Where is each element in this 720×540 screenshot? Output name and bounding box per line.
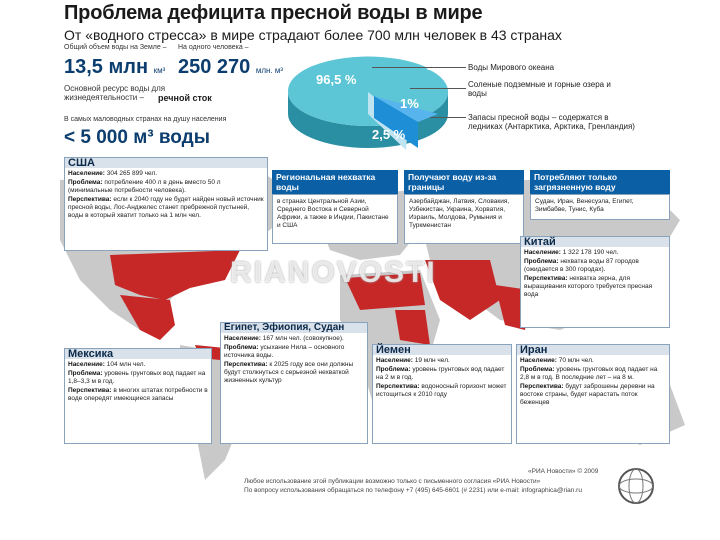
page-title: Проблема дефицита пресной воды в мире: [64, 2, 483, 24]
category-polluted: Потребляют только загрязненную воду Суда…: [530, 170, 670, 220]
usa-population: Население: 304 265 899 чел.: [68, 170, 158, 177]
china-outlook: Перспектива: нехватка зерна, для выращив…: [524, 275, 653, 298]
category-regional-title: Региональная нехватка воды: [272, 170, 398, 194]
china-problem: Проблема: нехватка воды 87 городов (ожид…: [524, 258, 639, 273]
yemen-box: Йемен Население: 19 млн чел. Проблема: у…: [372, 344, 512, 444]
pie-slice-fresh: [374, 96, 418, 148]
map-sudan: [395, 310, 430, 345]
per-person-value: 250 270 млн. м³: [178, 56, 283, 79]
category-imported-title: Получают воду из-за границы: [404, 170, 524, 194]
yemen-population: Население: 19 млн чел.: [376, 357, 450, 364]
map-mexico: [120, 295, 175, 340]
usa-problem: Проблема: потребление 400 л в день вмест…: [68, 179, 221, 194]
min-water-unit: воды: [158, 127, 210, 148]
china-box: Китай Население: 1 322 178 190 чел. Проб…: [520, 236, 670, 328]
mexico-problem: Проблема: уровень грунтовых вод падает н…: [68, 370, 206, 385]
legend-saline: Соленые подземные и горные озера и воды: [468, 80, 611, 98]
legend-ocean: Воды Мирового океана: [468, 63, 555, 72]
watermark: RIANOVOSTI: [230, 256, 437, 289]
page-subtitle: От «водного стресса» в мире страдают бол…: [64, 27, 562, 43]
egypt-problem: Проблема: усыхание Нила – основного исто…: [224, 344, 345, 359]
footer-line-2: По вопросу использования обращаться по т…: [244, 487, 582, 494]
category-imported: Получают воду из-за границы Азербайджан,…: [404, 170, 524, 244]
iran-outlook: Перспектива: будут заброшены деревни на …: [520, 383, 655, 406]
per-person-label: На одного человека –: [178, 44, 249, 51]
pie-label-saline: 1%: [400, 96, 419, 111]
egypt-title: Египет, Эфиопия, Судан: [221, 323, 367, 333]
yemen-outlook: Перспектива: водоносный горизонт может и…: [376, 383, 507, 398]
mexico-outlook: Перспектива: в многих штатах потребности…: [68, 387, 208, 402]
resource-bold: речной сток: [158, 93, 212, 103]
category-regional-text: в странах Центральной Азии, Среднего Вос…: [272, 194, 398, 244]
usa-title: США: [65, 158, 267, 169]
legend-line-saline: [410, 88, 466, 89]
egypt-box: Египет, Эфиопия, Судан Население: 167 мл…: [220, 322, 368, 444]
iran-title: Иран: [517, 345, 669, 356]
pie-slice-fresh-top: [374, 96, 438, 122]
category-imported-text: Азербайджан, Латвия, Словакия, Узбекиста…: [404, 194, 524, 244]
min-water-number: < 5 000 м³: [64, 127, 154, 148]
map-north-africa: [345, 273, 425, 310]
total-water-label: Общий объем воды на Земле –: [64, 44, 167, 51]
resource-label: Основной ресурс воды для жизнедеятельнос…: [64, 84, 166, 102]
usa-box: США Население: 304 265 899 чел. Проблема…: [64, 157, 268, 251]
egypt-population: Население: 167 млн чел. (совокупное).: [224, 335, 344, 342]
copyright: «РИА Новости» © 2009: [528, 468, 599, 475]
egypt-outlook: Перспектива: к 2025 году все они должны …: [224, 361, 354, 384]
yemen-problem: Проблема: уровень грунтовых вод падает н…: [376, 366, 505, 381]
category-polluted-title: Потребляют только загрязненную воду: [530, 170, 670, 194]
iran-problem: Проблема: уровень грунтовых вод падает н…: [520, 366, 658, 381]
pie-label-ocean: 96,5 %: [316, 72, 357, 87]
legend-line-ocean: [372, 67, 466, 68]
yemen-title: Йемен: [373, 345, 511, 356]
usa-outlook: Перспектива: если к 2040 году не будет н…: [68, 196, 264, 219]
legend-fresh: Запасы пресной воды – содержатся в ледни…: [468, 113, 635, 131]
china-title: Китай: [521, 237, 669, 248]
per-person-number: 250 270: [178, 56, 251, 78]
map-middle-east: [425, 260, 500, 320]
min-water-label: В самых маловодных странах на душу насел…: [64, 116, 227, 123]
ria-logo-icon: [618, 468, 654, 504]
min-water-value: < 5 000 м³ воды: [64, 127, 210, 149]
iran-box: Иран Население: 70 млн чел. Проблема: ур…: [516, 344, 670, 444]
legend-line-fresh: [430, 117, 466, 118]
total-water-number: 13,5 млн: [64, 56, 149, 78]
water-pie-chart: [288, 56, 449, 150]
total-water-unit: км³: [153, 66, 166, 75]
category-polluted-text: Судан, Иран, Венесуэла, Египет, Зимбабве…: [530, 194, 670, 220]
mexico-box: Мексика Население: 104 млн чел. Проблема…: [64, 348, 212, 444]
footer-line-1: Любое использование этой публикации возм…: [244, 478, 541, 485]
mexico-population: Население: 104 млн чел.: [68, 361, 146, 368]
iran-population: Население: 70 млн чел.: [520, 357, 594, 364]
map-usa: [110, 250, 240, 300]
total-water-value: 13,5 млн км³: [64, 56, 165, 79]
category-regional: Региональная нехватка воды в странах Цен…: [272, 170, 398, 244]
per-person-unit: млн. м³: [255, 66, 284, 75]
pie-label-fresh: 2,5 %: [372, 127, 406, 142]
china-population: Население: 1 322 178 190 чел.: [524, 249, 619, 256]
mexico-title: Мексика: [65, 349, 211, 360]
